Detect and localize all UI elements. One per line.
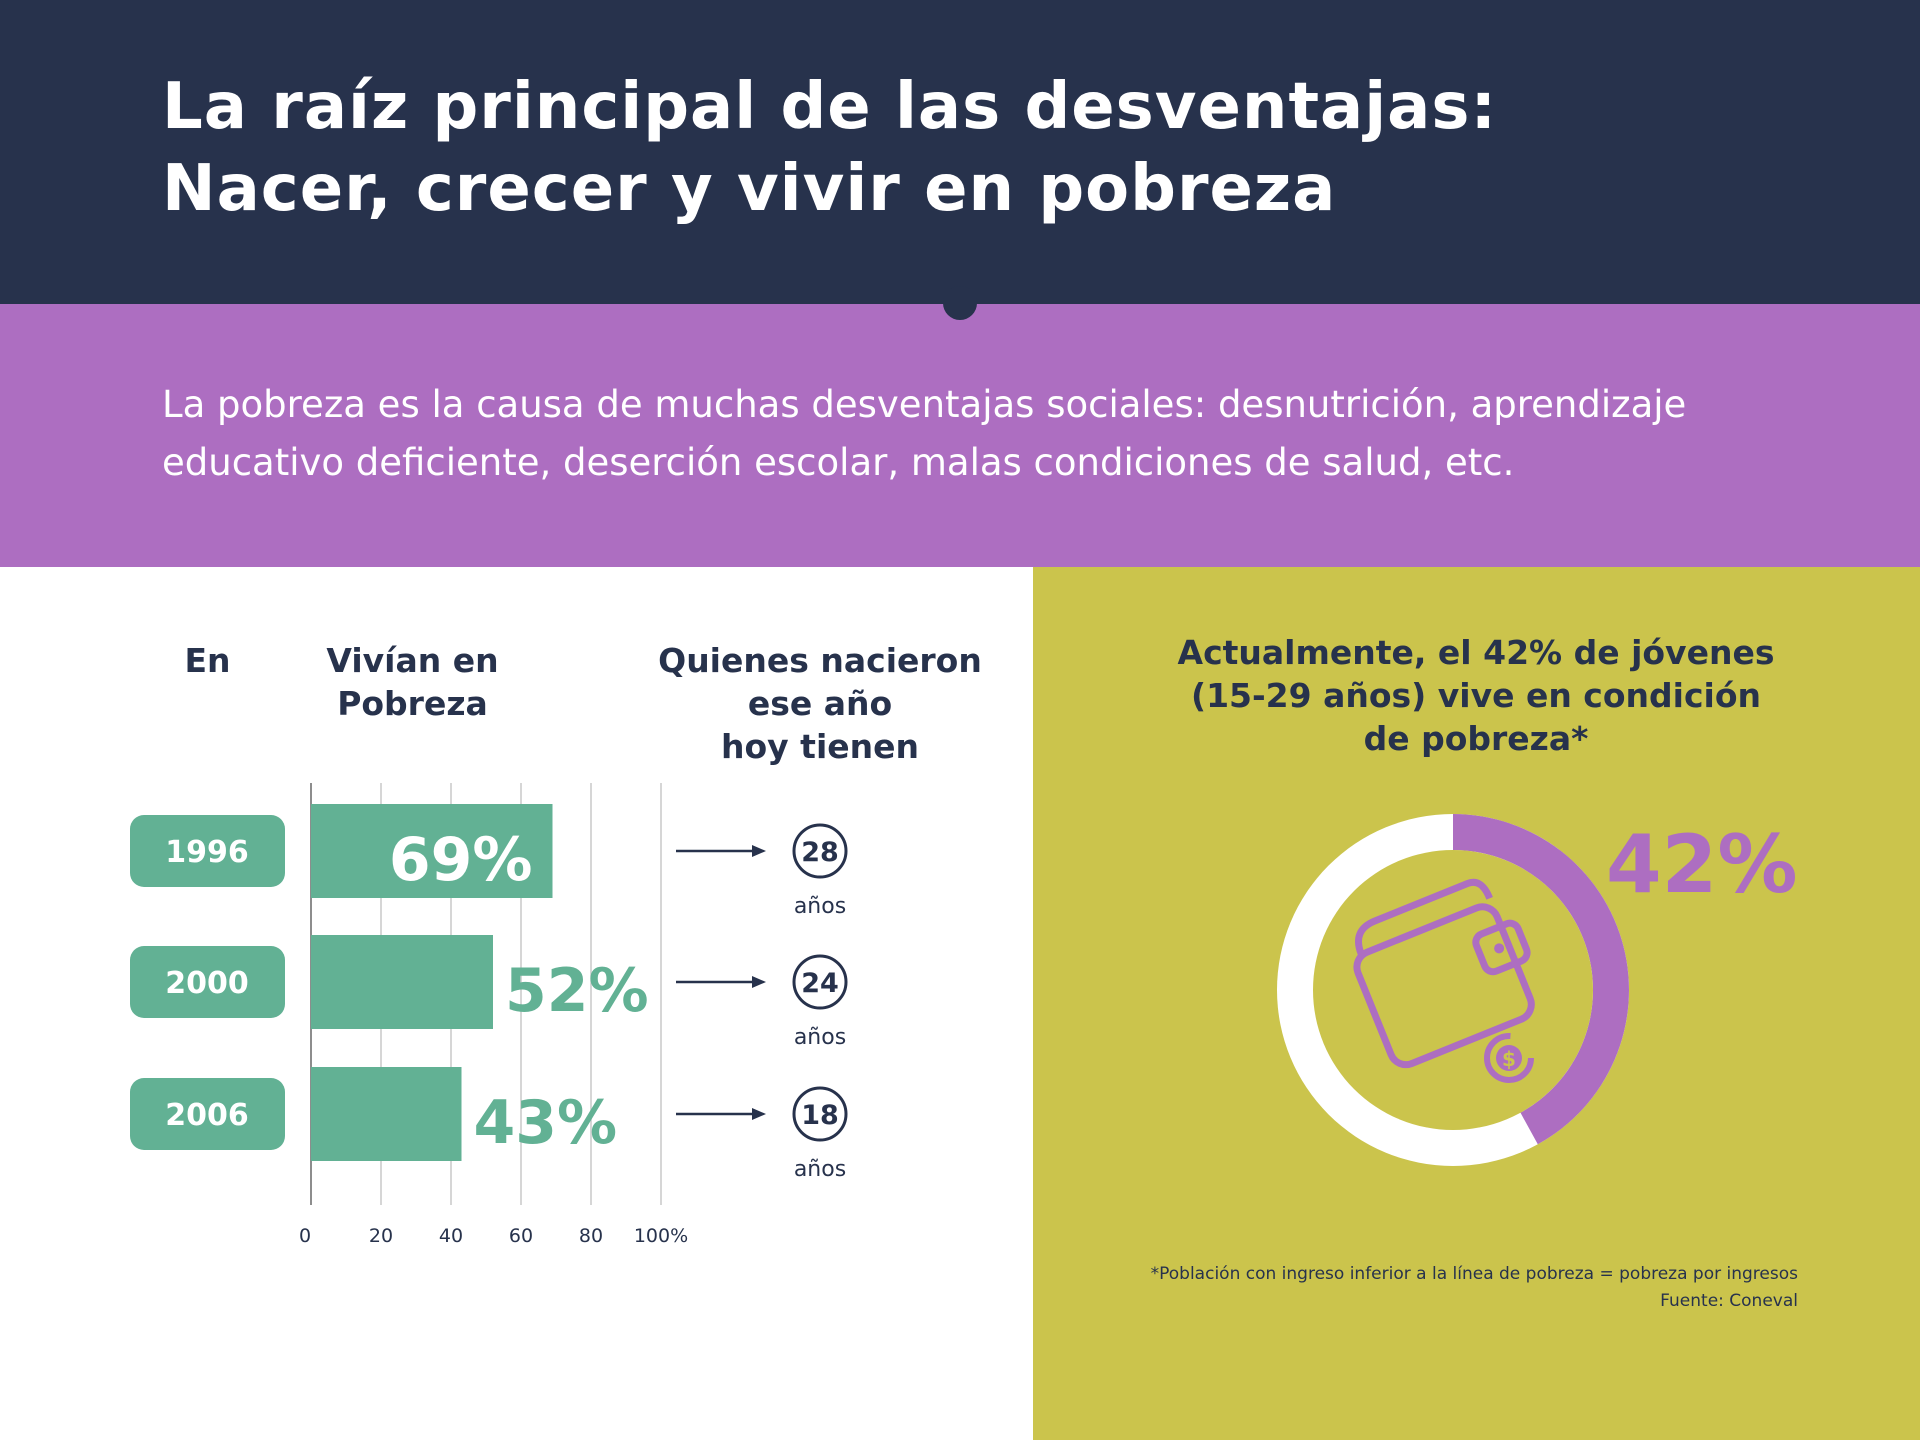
intro-text: La pobreza es la causa de muchas desvent… [162,383,1687,484]
wallet-clasp [1472,919,1531,976]
wallet-flap [1355,878,1493,956]
year-pill [130,946,285,1018]
footnote: *Población con ingreso inferior a la lín… [1038,1261,1798,1315]
age-circle [792,954,848,1010]
bar [311,935,493,1029]
intro-band: La pobreza es la causa de muchas desvent… [0,304,1920,567]
x-tick-label: 0 [299,1225,311,1247]
arrow-head-icon [752,976,766,988]
wallet-body [1353,903,1535,1069]
page-title: La raíz principal de las desventajas: Na… [162,66,1862,230]
year-label: 2000 [165,966,249,1001]
coin-core [1496,1045,1522,1071]
year-pill [130,1078,285,1150]
age-value: 28 [801,837,839,868]
age-unit-label: años [794,1157,846,1182]
coin-ring [1484,1033,1534,1083]
bar-value-label: 52% [505,956,649,1026]
dollar-sign: $ [1502,1047,1516,1071]
header: La raíz principal de las desventajas: Na… [0,0,1920,304]
bar-value-label: 43% [474,1088,618,1158]
bar [311,1067,462,1161]
wallet-clasp-dot [1494,943,1505,954]
x-tick-label: 60 [509,1225,533,1247]
age-value: 24 [801,968,839,999]
x-tick-label: 20 [369,1225,393,1247]
bar [311,804,553,898]
footnote-line-1: *Población con ingreso inferior a la lín… [1150,1264,1798,1284]
column-header-poverty: Vivían en Pobreza [326,641,499,723]
column-header-year: En [184,641,231,680]
arrow-head-icon [752,1108,766,1120]
age-circle [792,1086,848,1142]
donut-title: Actualmente, el 42% de jóvenes (15-29 añ… [1177,633,1775,758]
age-unit-label: años [794,894,846,919]
donut-value-label: 42% [1606,818,1797,911]
header-notch [943,286,977,320]
arrow-head-icon [752,845,766,857]
year-label: 2006 [165,1098,249,1133]
title-line-2: Nacer, crecer y vivir en pobreza [162,152,1337,226]
column-header-age: Quienes nacieron ese año hoy tienen [658,641,982,766]
title-line-1: La raíz principal de las desventajas: [162,70,1498,144]
x-tick-label: 100% [634,1225,688,1247]
bar-value-label: 69% [389,825,533,895]
footnote-source: Fuente: Coneval [1660,1291,1798,1311]
donut-slice [1453,814,1630,1145]
x-tick-label: 40 [439,1225,463,1247]
year-label: 1996 [165,835,249,870]
dollar-coin-icon: $ [1484,1033,1534,1083]
age-value: 18 [801,1100,839,1131]
age-circle [792,823,848,879]
x-tick-label: 80 [579,1225,603,1247]
year-pill [130,815,285,887]
wallet-icon [1353,878,1535,1069]
age-unit-label: años [794,1025,846,1050]
